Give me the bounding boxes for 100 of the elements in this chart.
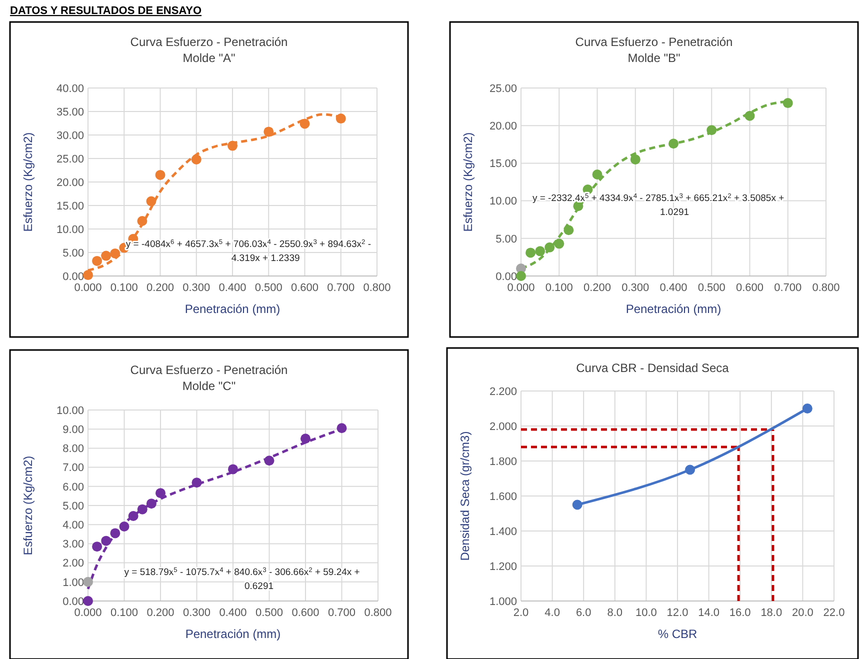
chart-subtitle: Molde "B" [628, 51, 680, 65]
x-tick-label: 2.0 [513, 607, 529, 619]
x-tick-label: 0.000 [507, 282, 535, 294]
point [668, 138, 678, 149]
x-tick-label: 0.800 [363, 282, 391, 294]
y-axis-title: Esfuerzo (Kg/cm2) [21, 132, 35, 232]
y-tick-label: 6.00 [62, 481, 84, 494]
x-tick-label: 0.200 [146, 282, 174, 294]
x-tick-label: 0.100 [110, 607, 138, 619]
y-tick-label: 15.00 [56, 200, 84, 212]
point [336, 114, 346, 124]
point [264, 456, 274, 466]
y-tick-label: 30.00 [56, 130, 84, 142]
x-tick-label: 12.0 [666, 607, 688, 619]
x-tick-label: 6.0 [576, 607, 592, 619]
point [228, 464, 238, 474]
point [83, 270, 93, 280]
point [802, 404, 812, 414]
x-tick-label: 10.0 [635, 607, 657, 619]
x-tick-label: 0.100 [110, 282, 138, 294]
y-tick-label: 3.00 [62, 538, 84, 551]
y-tick-label: 10.00 [56, 224, 84, 236]
point [146, 196, 156, 206]
point [191, 154, 202, 164]
x-tick-label: 0.700 [774, 282, 802, 294]
x-tick-label: 0.000 [74, 607, 102, 619]
point [706, 125, 717, 136]
y-tick-label: 2.000 [489, 420, 517, 433]
x-tick-label: 0.300 [182, 282, 210, 294]
point [110, 248, 120, 258]
y-tick-label: 15.00 [489, 158, 517, 170]
text: DATOS Y RESULTADOS DE ENSAYO [10, 5, 202, 17]
y-axis-title: Densidad Seca (gr/cm3) [458, 431, 472, 561]
x-tick-label: 0.400 [218, 282, 246, 294]
x-tick-label: 0.600 [292, 607, 320, 619]
point [146, 498, 156, 509]
point [92, 542, 102, 552]
point [92, 256, 102, 266]
y-tick-label: 7.00 [62, 462, 84, 474]
x-tick-label: 0.700 [327, 282, 355, 294]
x-tick-label: 0.300 [182, 607, 211, 619]
point [526, 248, 536, 258]
point [137, 504, 148, 514]
point [300, 118, 310, 129]
point [155, 170, 166, 180]
x-tick-label: 0.600 [736, 282, 764, 294]
x-axis-title: Penetración (mm) [626, 302, 722, 316]
chart-title: Curva Esfuerzo - Penetración [575, 35, 733, 49]
y-tick-label: 9.00 [62, 424, 84, 436]
chart-subtitle: Molde "C" [182, 379, 236, 393]
y-tick-label: 1.000 [489, 596, 517, 608]
x-tick-label: 0.400 [660, 282, 688, 294]
y-axis-title: Esfuerzo (Kg/cm2) [21, 456, 35, 556]
x-tick-label: 0.800 [364, 607, 392, 619]
point [137, 216, 148, 226]
point [156, 488, 166, 498]
x-tick-label: 20.0 [792, 607, 814, 619]
y-tick-label: 2.200 [489, 386, 517, 398]
x-tick-label: 18.0 [760, 607, 782, 619]
x-tick-label: 0.700 [328, 607, 356, 619]
x-tick-label: 0.500 [255, 607, 284, 619]
x-tick-label: 0.000 [74, 282, 102, 294]
x-tick-label: 0.600 [290, 282, 319, 294]
x-tick-label: 0.300 [622, 282, 650, 294]
point [564, 225, 574, 236]
x-axis-title: Penetración (mm) [185, 627, 281, 641]
y-tick-label: 2.00 [62, 558, 84, 570]
y-axis-title: Esfuerzo (Kg/cm2) [461, 132, 475, 232]
y-tick-label: 10.00 [56, 404, 84, 417]
point [544, 242, 555, 252]
chart-title: Curva CBR - Densidad Seca [576, 361, 730, 375]
y-tick-label: 20.00 [489, 120, 517, 132]
point [744, 110, 755, 121]
x-tick-label: 0.800 [812, 282, 840, 294]
point [101, 536, 112, 546]
y-tick-label: 1.600 [489, 490, 517, 503]
y-tick-label: 0.00 [62, 270, 84, 283]
point [572, 500, 582, 510]
y-tick-label: 1.200 [489, 560, 517, 573]
chart-title: Curva Esfuerzo - Penetración [130, 35, 288, 49]
y-tick-label: 0.00 [496, 270, 517, 283]
point [110, 528, 120, 538]
y-tick-label: 5.00 [62, 247, 84, 260]
x-axis-title: % CBR [658, 627, 698, 641]
x-tick-label: 14.0 [698, 607, 720, 619]
point [573, 201, 584, 212]
x-axis-title: Penetración (mm) [184, 302, 280, 316]
y-tick-label: 35.00 [56, 106, 84, 118]
chart-subtitle: Molde "A" [182, 51, 236, 65]
x-tick-label: 0.200 [146, 607, 174, 619]
y-tick-label: 4.00 [62, 519, 84, 532]
x-tick-label: 0.200 [583, 282, 612, 294]
y-tick-label: 1.00 [62, 576, 84, 589]
y-tick-label: 1.800 [489, 456, 517, 468]
point [685, 464, 696, 475]
y-tick-label: 20.00 [56, 176, 84, 189]
point [264, 126, 274, 137]
x-tick-label: 0.500 [698, 282, 726, 294]
y-tick-label: 5.00 [62, 500, 84, 512]
point [128, 511, 138, 522]
